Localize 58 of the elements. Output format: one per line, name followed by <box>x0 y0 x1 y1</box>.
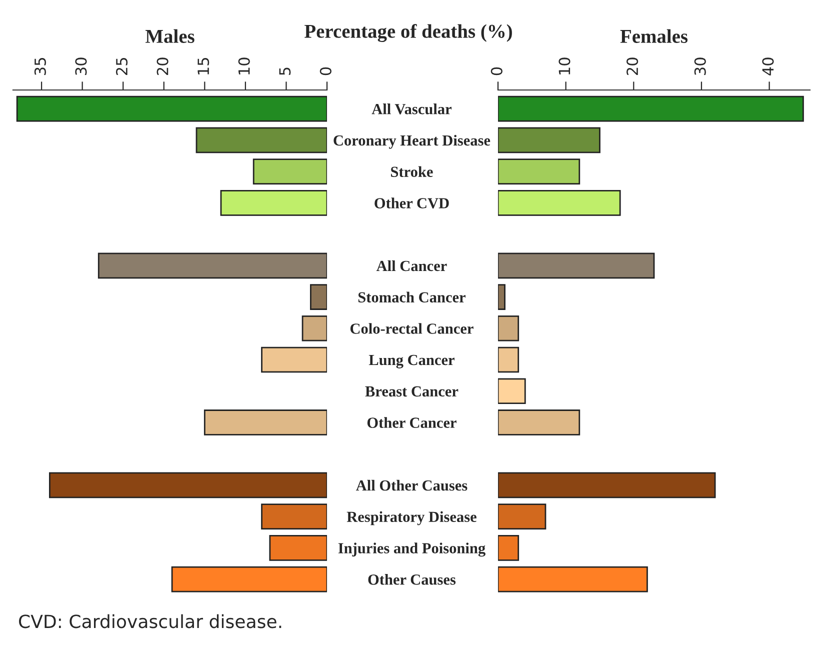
y-tick-label: All Other Causes <box>356 480 468 491</box>
bar <box>98 252 327 279</box>
bar <box>498 252 655 279</box>
chart-title: Males <box>145 29 194 43</box>
bar <box>498 315 520 342</box>
bar <box>269 535 327 561</box>
bar <box>220 190 327 216</box>
y-tick-label: Stroke <box>391 166 433 178</box>
bar <box>498 346 520 373</box>
bar <box>498 190 621 216</box>
x-tick-label: 30 <box>694 58 706 75</box>
bar <box>302 315 327 342</box>
bar <box>498 410 580 436</box>
bar <box>196 127 327 154</box>
bar <box>252 158 327 184</box>
bar <box>498 378 526 404</box>
x-tick-label: 15 <box>198 58 210 74</box>
x-tick-label: 25 <box>116 58 128 75</box>
y-tick-label: All Vascular <box>372 104 452 114</box>
bar <box>16 96 327 122</box>
chart-title: Females <box>620 29 688 43</box>
y-tick-label: All Cancer <box>376 260 447 272</box>
bar <box>49 472 327 498</box>
y-tick-label: Other Causes <box>368 574 456 585</box>
x-tick-label: 30 <box>75 58 87 75</box>
x-tick-label: 20 <box>626 58 638 75</box>
bar <box>204 410 327 436</box>
bar <box>310 284 327 310</box>
x-tick-label: 10 <box>238 58 250 74</box>
text: CVD: Cardiovascular disease. <box>19 614 282 628</box>
y-tick-label: Stomach Cancer <box>358 292 466 302</box>
bar <box>498 127 600 154</box>
x-tick-label: 40 <box>762 58 774 76</box>
y-tick-label: Other Cancer <box>367 417 456 428</box>
y-tick-label: Injuries and Poisoning <box>338 542 486 557</box>
bar <box>261 346 327 373</box>
y-tick-label: Lung Cancer <box>368 354 454 368</box>
x-tick-label: 5 <box>279 68 291 75</box>
x-tick-label: 0 <box>320 67 332 76</box>
x-tick-label: 10 <box>558 58 570 74</box>
bar <box>498 472 716 498</box>
bar <box>171 566 327 592</box>
bar <box>498 158 580 184</box>
text: Percentage of deaths (%) <box>304 24 512 42</box>
y-tick-label: Respiratory Disease <box>346 511 476 526</box>
bar <box>498 535 520 561</box>
y-tick-label: Breast Cancer <box>365 386 458 397</box>
bar <box>498 504 546 530</box>
bar <box>261 504 327 530</box>
bar <box>498 284 506 310</box>
x-tick-label: 20 <box>156 58 168 75</box>
y-tick-label: Other CVD <box>374 198 449 208</box>
x-tick-label: 35 <box>34 58 46 75</box>
y-tick-label: Colo-rectal Cancer <box>350 323 474 334</box>
bar <box>498 566 648 592</box>
x-tick-label: 0 <box>490 67 502 76</box>
bar <box>498 96 804 122</box>
y-tick-label: Coronary Heart Disease <box>334 134 490 149</box>
